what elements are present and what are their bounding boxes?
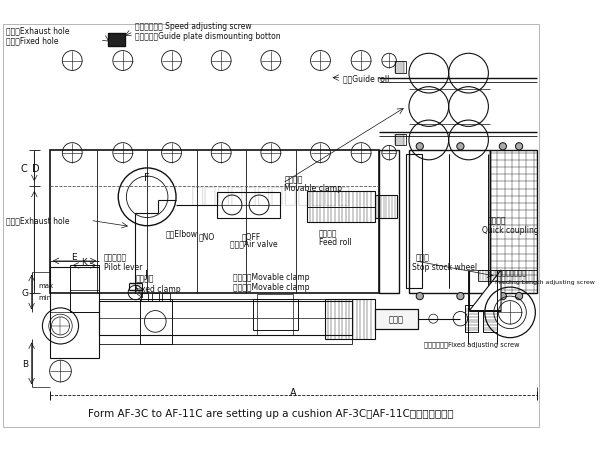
Text: 速度調整螺絲 Speed adjusting screw: 速度調整螺絲 Speed adjusting screw (136, 22, 252, 31)
Text: C: C (21, 164, 28, 174)
Text: 排氣孔Exhaust hole: 排氣孔Exhaust hole (7, 26, 70, 35)
Bar (257, 295, 293, 335)
Text: 排氣孔Exhaust hole: 排氣孔Exhaust hole (7, 216, 70, 226)
Bar (395, 62, 406, 74)
Text: 快速接頭: 快速接頭 (319, 229, 337, 238)
Bar (478, 270, 537, 281)
Text: D: D (32, 164, 39, 174)
Text: 遠軌Guide roll: 遠軌Guide roll (343, 74, 389, 83)
Text: B: B (22, 359, 28, 368)
Text: max: max (38, 283, 53, 289)
Bar (483, 305, 497, 332)
Bar (217, 193, 280, 218)
Text: 移動夾板Movable clamp: 移動夾板Movable clamp (233, 272, 310, 281)
Bar (406, 155, 422, 288)
Polygon shape (469, 270, 501, 311)
Bar (100, 301, 352, 335)
Bar (70, 266, 100, 313)
Text: Pilot lever: Pilot lever (104, 262, 142, 271)
Text: F: F (145, 173, 150, 183)
Text: G: G (22, 288, 29, 297)
Text: 固定微調螺絲Fixed adjusting screw: 固定微調螺絲Fixed adjusting screw (424, 341, 520, 348)
Text: Quick coupling: Quick coupling (482, 226, 539, 235)
Text: 撥料輪: 撥料輪 (415, 253, 429, 261)
Circle shape (499, 293, 506, 300)
Bar (379, 151, 399, 293)
Circle shape (515, 143, 523, 151)
Circle shape (416, 293, 424, 300)
Bar (50, 151, 379, 293)
Text: 深圳市安盔模具五金经营部: 深圳市安盔模具五金经营部 (191, 186, 351, 206)
Text: Form AF-3C to AF-11C are setting up a cushion AF-3C至AF-11C均有缓冲装置。: Form AF-3C to AF-11C are setting up a cu… (88, 409, 454, 419)
Text: 移動夾板: 移動夾板 (284, 175, 303, 184)
Text: 開NO: 開NO (199, 232, 215, 240)
Text: 移動夾板Movable clamp: 移動夾板Movable clamp (233, 282, 310, 291)
Bar (374, 196, 397, 218)
Text: 霧燈柱夾板: 霧燈柱夾板 (104, 253, 127, 261)
Bar (490, 151, 537, 293)
Circle shape (457, 293, 464, 300)
Bar (50, 267, 100, 358)
Circle shape (457, 143, 464, 151)
Text: A: A (290, 387, 297, 397)
Text: Movable clamp: Movable clamp (284, 184, 343, 193)
Bar (100, 299, 352, 344)
Circle shape (499, 143, 506, 151)
Text: Stop stock wheel: Stop stock wheel (412, 262, 477, 271)
Bar (141, 294, 148, 301)
Bar (307, 191, 374, 223)
Text: 彎頭Elbow: 彎頭Elbow (165, 229, 197, 238)
Text: Feed roll: Feed roll (319, 238, 352, 247)
Circle shape (515, 293, 523, 300)
Text: J: J (145, 270, 148, 280)
Text: 關OFF: 關OFF (242, 232, 261, 240)
Text: Fixed clamp: Fixed clamp (136, 284, 181, 293)
Text: min: min (38, 295, 51, 300)
Text: 固定夾板: 固定夾板 (136, 274, 154, 283)
Circle shape (416, 143, 424, 151)
Text: Feeding Length adjusting screw: Feeding Length adjusting screw (495, 280, 595, 285)
Bar (152, 294, 159, 301)
Bar (325, 299, 374, 340)
Bar (395, 134, 406, 146)
Text: K: K (81, 258, 87, 267)
Text: 空氣閥Air valve: 空氣閥Air valve (230, 239, 278, 248)
Bar (140, 299, 172, 344)
Bar (163, 294, 170, 301)
Text: E: E (71, 253, 77, 261)
Bar (465, 305, 478, 332)
Text: 信息行: 信息行 (389, 314, 404, 323)
Text: 導板裝卸鈕Guide plate dismounting botton: 導板裝卸鈕Guide plate dismounting botton (136, 32, 281, 41)
Bar (109, 33, 125, 47)
Text: 進料滾輪: 進料滾輪 (487, 216, 506, 226)
Bar (374, 309, 418, 329)
Bar (253, 299, 298, 331)
Text: 固定孔Fixed hole: 固定孔Fixed hole (7, 36, 59, 45)
Text: 送料長度微調螺絲: 送料長度微調螺絲 (495, 269, 527, 276)
Bar (409, 151, 490, 293)
